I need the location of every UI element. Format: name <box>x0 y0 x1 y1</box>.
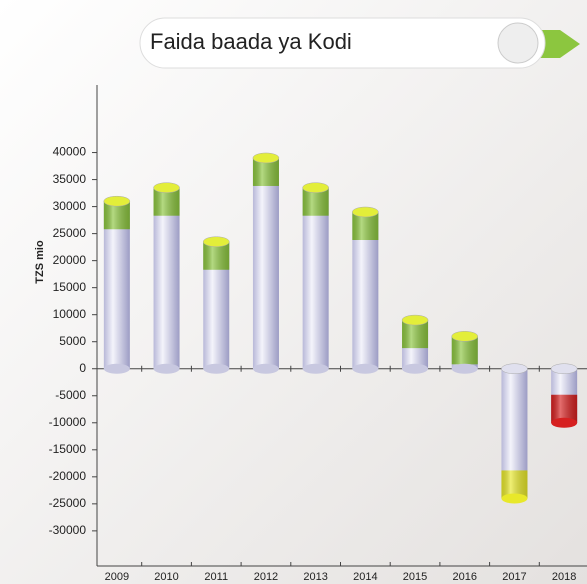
y-tick-label: -15000 <box>49 442 87 456</box>
x-tick-label: 2014 <box>353 571 377 583</box>
y-tick-label: -10000 <box>49 415 87 429</box>
bar <box>253 153 279 374</box>
x-tick-label: 2018 <box>552 571 576 583</box>
chart-title: Faida baada ya Kodi <box>150 29 352 54</box>
bar <box>501 364 527 504</box>
y-tick-label: 0 <box>79 361 86 375</box>
x-tick-label: 2012 <box>254 571 278 583</box>
bar <box>104 196 130 374</box>
y-tick-label: 10000 <box>53 307 87 321</box>
y-tick-label: 15000 <box>53 280 87 294</box>
x-tick-label: 2010 <box>154 571 178 583</box>
y-tick-label: -5000 <box>55 388 86 402</box>
bar <box>402 315 428 374</box>
chart: Faida baada ya Kodi TZS mio 40000 35000 30… <box>0 0 587 584</box>
y-tick-label: 25000 <box>53 226 87 240</box>
bar <box>203 237 229 374</box>
bar <box>154 183 180 374</box>
y-tick-label: 30000 <box>53 199 87 213</box>
y-tick-label: 20000 <box>53 253 87 267</box>
background <box>0 0 587 584</box>
title-icon <box>498 23 538 63</box>
x-tick-label: 2015 <box>403 571 427 583</box>
y-tick-label: 35000 <box>53 172 87 186</box>
y-tick-label: -30000 <box>49 523 87 537</box>
x-tick-label: 2011 <box>204 571 228 583</box>
y-tick-label: 40000 <box>53 145 87 159</box>
x-tick-label: 2016 <box>453 571 477 583</box>
bar <box>551 364 577 428</box>
x-tick-label: 2017 <box>502 571 526 583</box>
y-axis-label: TZS mio <box>34 240 46 284</box>
x-tick-label: 2009 <box>105 571 129 583</box>
y-tick-label: -25000 <box>49 496 87 510</box>
y-tick-label: 5000 <box>59 334 86 348</box>
x-tick-label: 2013 <box>303 571 327 583</box>
y-tick-label: -20000 <box>49 469 87 483</box>
page: Faida baada ya Kodi TZS mio 40000 35000 30… <box>0 0 587 584</box>
bar <box>352 207 378 374</box>
bar <box>452 331 478 373</box>
bar <box>303 183 329 374</box>
